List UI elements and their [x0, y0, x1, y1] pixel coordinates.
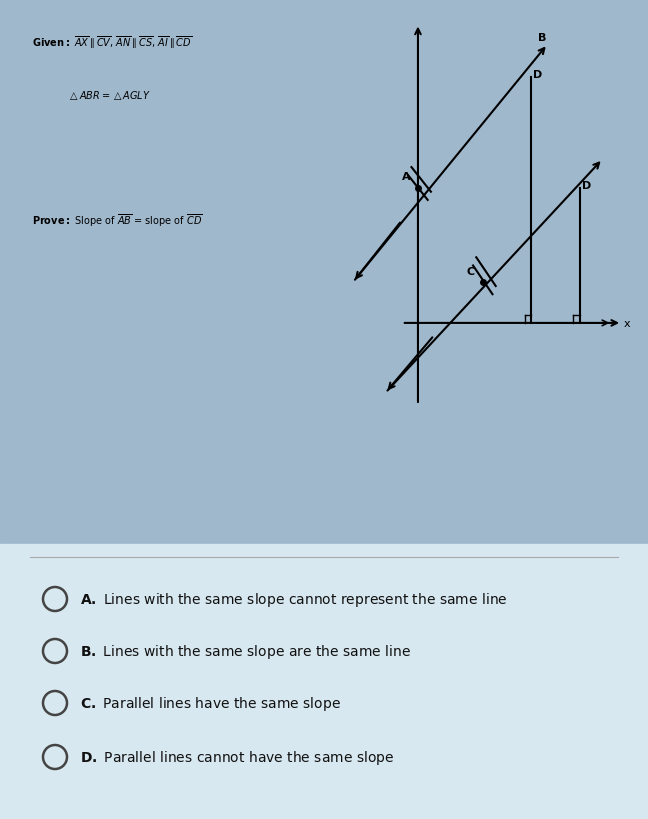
Text: 1. $\overline{AX}\parallel\overline{BX}$, $\overline{DV}\parallel\overline{DV}$,: 1. $\overline{AX}\parallel\overline{BX}$… — [25, 577, 143, 592]
Text: 1. Given: 1. Given — [318, 586, 353, 595]
Bar — [312, 712, 629, 753]
Text: 3. Multiplication property of equality: 3. Multiplication property of equality — [318, 681, 472, 690]
Text: 2. Definition of similar triangles. Corresponding: 2. Definition of similar triangles. Corr… — [318, 627, 518, 636]
Text: $\triangle ABR = \triangle AGLY$: $\triangle ABR = \triangle AGLY$ — [68, 88, 151, 102]
Bar — [19, 545, 306, 567]
Text: sides of similar triangles are proportional.: sides of similar triangles are proportio… — [318, 640, 502, 649]
Bar — [19, 567, 306, 616]
Text: $\bf{Prove:}$ Slope of $\overline{AB}$ = slope of $\overline{CD}$: $\bf{Prove:}$ Slope of $\overline{AB}$ =… — [32, 212, 202, 229]
Text: Statement: Statement — [128, 549, 198, 562]
Text: $\bf{D.}$ Parallel lines cannot have the same slope: $\bf{D.}$ Parallel lines cannot have the… — [80, 748, 394, 766]
Bar — [312, 616, 629, 660]
Text: $\bf{A.}$ Lines with the same slope cannot represent the same line: $\bf{A.}$ Lines with the same slope cann… — [80, 590, 507, 609]
Text: 2. $\frac{AX}{CY} = \frac{BX}{DY}$: 2. $\frac{AX}{CY} = \frac{BX}{DY}$ — [25, 630, 66, 646]
Text: 4. Definition of slope: 4. Definition of slope — [318, 728, 405, 737]
Text: x: x — [623, 319, 631, 328]
Bar — [19, 753, 306, 791]
Text: C: C — [467, 266, 475, 276]
Text: 5. Substitution: 5. Substitution — [318, 768, 379, 777]
Text: $DY = \frac{BX \cdot CY}{AX}$     $\frac{DY}{CY} = \frac{BX}{AX}$: $DY = \frac{BX \cdot CY}{AX}$ $\frac{DY}… — [25, 685, 119, 701]
Bar — [19, 616, 306, 660]
Text: 3. $AX \cdot DY = BX \cdot CY$: 3. $AX \cdot DY = BX \cdot CY$ — [25, 673, 106, 685]
Text: A: A — [402, 172, 410, 182]
Bar — [312, 753, 629, 791]
Text: Reason: Reason — [446, 549, 494, 562]
Text: $\bf{Given:}$ $\overline{AX}\parallel\overline{CV}$, $\overline{AN}\parallel\ove: $\bf{Given:}$ $\overline{AX}\parallel\ov… — [32, 35, 192, 52]
Text: $\bf{B.}$ Lines with the same slope are the same line: $\bf{B.}$ Lines with the same slope are … — [80, 642, 411, 660]
Text: 4. $\frac{DY}{CY}$ = slope of $\overline{CD}$   $\frac{BX}{AX}$ = slope of $\ove: 4. $\frac{DY}{CY}$ = slope of $\overline… — [25, 724, 184, 741]
Text: D: D — [582, 180, 591, 190]
Bar — [19, 660, 306, 712]
Text: 5. Slope of $\overline{AB}$ = slope of $\overline{CD}$: 5. Slope of $\overline{AB}$ = slope of $… — [25, 765, 146, 780]
Text: $\triangle ANI \sim \triangle DVC$: $\triangle ANI \sim \triangle DVC$ — [25, 592, 98, 604]
Text: $\bf{C.}$ Parallel lines have the same slope: $\bf{C.}$ Parallel lines have the same s… — [80, 695, 341, 713]
Bar — [312, 545, 629, 567]
Bar — [0, 545, 648, 819]
Text: D: D — [533, 70, 542, 79]
Bar — [19, 712, 306, 753]
Bar — [312, 567, 629, 616]
Text: B: B — [538, 33, 546, 43]
Bar — [312, 660, 629, 712]
